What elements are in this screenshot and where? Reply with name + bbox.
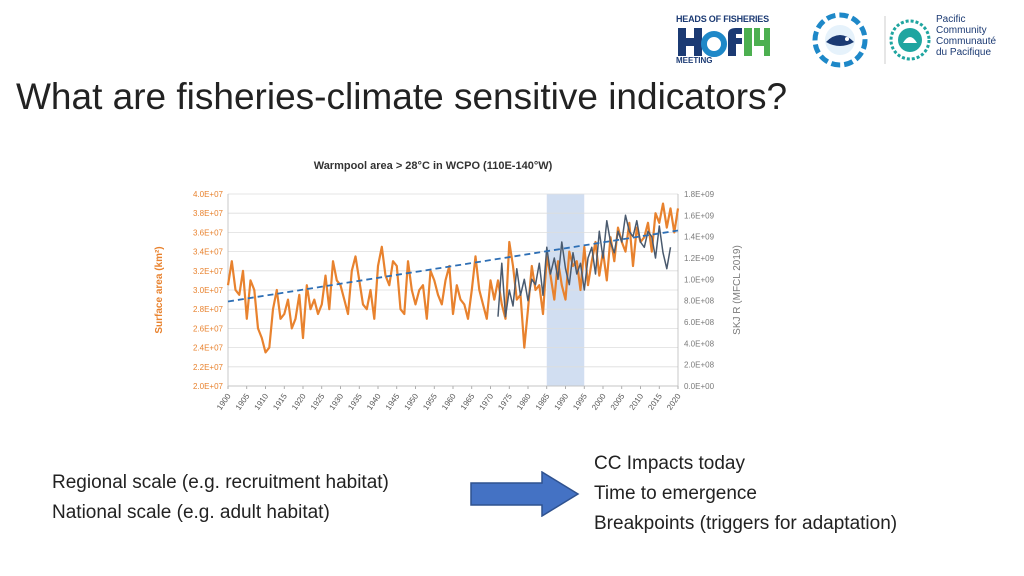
- x-tick-label: 1945: [384, 392, 402, 412]
- time-to-emergence-text: Time to emergence: [594, 483, 757, 504]
- x-tick-label: 2015: [646, 392, 664, 412]
- x-tick-label: 1985: [534, 392, 552, 412]
- x-tick-label: 1970: [478, 392, 496, 412]
- x-tick-label: 1995: [571, 392, 589, 412]
- y2-tick-label: 4.0E+08: [684, 339, 715, 348]
- hof14-mark: [678, 28, 770, 57]
- x-tick-label: 2020: [665, 392, 683, 412]
- x-tick-label: 1935: [346, 392, 364, 412]
- y2-tick-label: 2.0E+08: [684, 361, 715, 370]
- national-scale-text: National scale (e.g. adult habitat): [52, 502, 330, 523]
- y-tick-label: 3.8E+07: [193, 209, 224, 218]
- trend-line: [227, 229, 679, 303]
- y2-tick-label: 8.0E+08: [684, 297, 715, 306]
- spc-line: du Pacifique: [936, 47, 992, 58]
- y2-tick-label: 1.6E+09: [684, 211, 715, 220]
- y-tick-label: 3.4E+07: [193, 248, 224, 257]
- spc-line: Pacific: [936, 14, 966, 25]
- y2-tick-label: 1.8E+09: [684, 190, 715, 199]
- spc-line: Community: [936, 25, 987, 36]
- warmpool-chart: 2.0E+07 2.2E+07 2.4E+07 2.6E+07 2.8E+07 3.0E+…: [154, 160, 743, 412]
- x-tick-label: 1930: [328, 392, 346, 412]
- logos-area: HEADS OF FISHERIES MEETING Pacific Commu…: [672, 10, 1012, 68]
- pacific-community-logo: Pacific Community Communauté du Pacifiqu…: [884, 12, 1012, 68]
- x-tick-label: 2000: [590, 392, 608, 412]
- y-tick-label: 2.0E+07: [193, 382, 224, 391]
- x-tick-label: 1915: [271, 392, 289, 412]
- y2-axis-label: SKJ R (MFCL 2019): [732, 245, 743, 335]
- y-tick-label: 3.0E+07: [193, 286, 224, 295]
- y-tick-label: 2.4E+07: [193, 344, 224, 353]
- slide-title: What are fisheries-climate sensitive ind…: [16, 76, 788, 117]
- skj-series-line: [497, 214, 672, 318]
- ffa-anniversary-logo: [812, 12, 868, 68]
- chart-container: 2.0E+07 2.2E+07 2.4E+07 2.6E+07 2.8E+07 3.0E+…: [150, 152, 750, 430]
- right-arrow-icon: [470, 471, 580, 517]
- x-tick-label: 1950: [403, 392, 421, 412]
- y-axis-label: Surface area (km²): [154, 246, 165, 333]
- x-tick-label: 1965: [459, 392, 477, 412]
- heads-of-fisheries-logo: HEADS OF FISHERIES MEETING: [672, 14, 772, 66]
- right-text-block: CC Impacts today Time to emergence Break…: [594, 449, 897, 539]
- x-tick-label: 1975: [496, 392, 514, 412]
- x-tick-label: 2010: [628, 392, 646, 412]
- chart-title: Warmpool area > 28°C in WCPO (110E-140°W…: [314, 160, 553, 172]
- hof-logo-bottom-text: MEETING: [676, 56, 713, 65]
- y2-tick-label: 1.0E+09: [684, 275, 715, 284]
- breakpoints-text: Breakpoints (triggers for adaptation): [594, 513, 898, 534]
- regional-scale-text: Regional scale (e.g. recruitment habitat…: [52, 472, 389, 493]
- y-tick-label: 2.2E+07: [193, 363, 224, 372]
- y-tick-label: 3.2E+07: [193, 267, 224, 276]
- x-tick-label: 1920: [290, 392, 308, 412]
- x-tick-label: 1910: [253, 392, 271, 412]
- y-tick-label: 2.6E+07: [193, 324, 224, 333]
- left-text-block: Regional scale (e.g. recruitment habitat…: [52, 468, 389, 528]
- y-tick-label: 2.8E+07: [193, 305, 224, 314]
- warmpool-series-line: [226, 202, 680, 354]
- x-tick-label: 1955: [421, 392, 439, 412]
- spc-line: Communauté: [936, 36, 997, 47]
- x-tick-label: 1990: [553, 392, 571, 412]
- y2-tick-label: 1.2E+09: [684, 254, 715, 263]
- x-tick-label: 1980: [515, 392, 533, 412]
- y-tick-label: 3.6E+07: [193, 228, 224, 237]
- y2-tick-label: 6.0E+08: [684, 318, 715, 327]
- ffa-emblem-icon: [812, 12, 868, 68]
- y2-tick-label: 1.4E+09: [684, 233, 715, 242]
- spc-logo-text: Pacific Community Communauté du Pacifiqu…: [936, 14, 996, 58]
- x-tick-label: 1960: [440, 392, 458, 412]
- x-tick-label: 1940: [365, 392, 383, 412]
- x-tick-label: 1905: [234, 392, 252, 412]
- cc-impacts-text: CC Impacts today: [594, 453, 745, 474]
- y2-tick-label: 0.0E+00: [684, 382, 715, 391]
- x-tick-label: 1925: [309, 392, 327, 412]
- x-tick-label: 2005: [609, 392, 627, 412]
- spc-emblem-icon: [884, 16, 931, 64]
- x-tick-label: 1900: [215, 392, 233, 412]
- y-tick-label: 4.0E+07: [193, 190, 224, 199]
- hof-logo-top-text: HEADS OF FISHERIES: [676, 14, 769, 24]
